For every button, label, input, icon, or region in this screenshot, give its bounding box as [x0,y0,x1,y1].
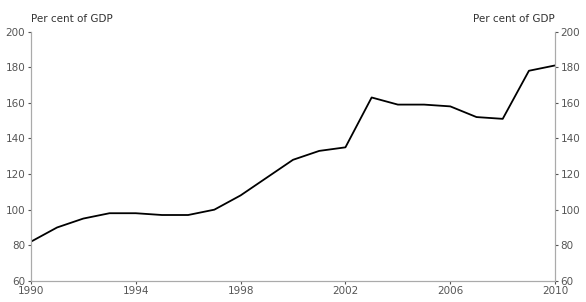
Text: Per cent of GDP: Per cent of GDP [473,14,555,24]
Text: Per cent of GDP: Per cent of GDP [31,14,113,24]
